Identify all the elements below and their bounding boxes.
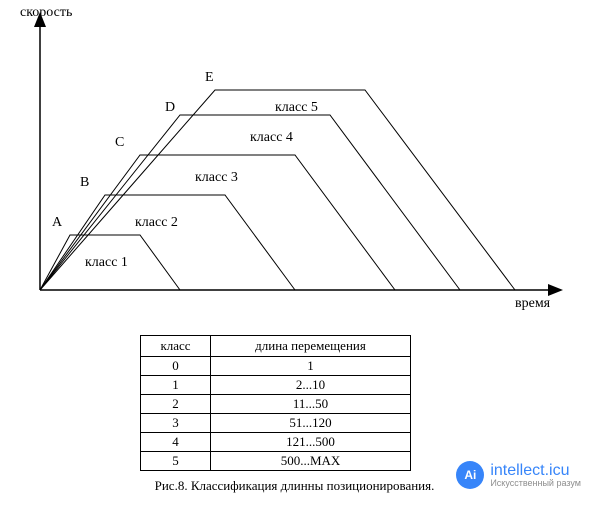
watermark-text: intellect.icu Искусственный разум bbox=[490, 463, 581, 488]
table-row: 01 bbox=[141, 357, 411, 376]
cell-length: 1 bbox=[211, 357, 411, 376]
table-row: 4121...500 bbox=[141, 433, 411, 452]
cell-length: 121...500 bbox=[211, 433, 411, 452]
watermark-main: intellect.icu bbox=[490, 463, 581, 479]
point-label-B: B bbox=[80, 175, 89, 191]
watermark: Ai intellect.icu Искусственный разум bbox=[456, 461, 581, 489]
cell-class: 3 bbox=[141, 414, 211, 433]
cell-length: 11...50 bbox=[211, 395, 411, 414]
point-label-D: D bbox=[165, 100, 175, 116]
velocity-chart: скорость время Aкласс 1 Bкласс 2 Cкласс 3 D… bbox=[0, 0, 589, 310]
col-header-class: класс bbox=[141, 336, 211, 357]
table-row: 12...10 bbox=[141, 376, 411, 395]
cell-class: 1 bbox=[141, 376, 211, 395]
class-label-C: класс 3 bbox=[195, 170, 238, 186]
class-label-B: класс 2 bbox=[135, 215, 178, 231]
cell-class: 0 bbox=[141, 357, 211, 376]
class-label-E: класс 5 bbox=[275, 100, 318, 116]
table-row: 211...50 bbox=[141, 395, 411, 414]
cell-class: 2 bbox=[141, 395, 211, 414]
classification-table: класс длина перемещения 0112...10211...5… bbox=[140, 335, 411, 471]
table-row: 5500...MAX bbox=[141, 452, 411, 471]
y-axis-label: скорость bbox=[20, 5, 72, 21]
class-label-D: класс 4 bbox=[250, 130, 293, 146]
class-label-A: класс 1 bbox=[85, 255, 128, 271]
cell-class: 4 bbox=[141, 433, 211, 452]
point-label-E: E bbox=[205, 70, 214, 86]
cell-length: 500...MAX bbox=[211, 452, 411, 471]
table-header-row: класс длина перемещения bbox=[141, 336, 411, 357]
watermark-icon: Ai bbox=[456, 461, 484, 489]
watermark-sub: Искусственный разум bbox=[490, 479, 581, 488]
point-label-A: A bbox=[52, 215, 62, 231]
cell-class: 5 bbox=[141, 452, 211, 471]
cell-length: 51...120 bbox=[211, 414, 411, 433]
cell-length: 2...10 bbox=[211, 376, 411, 395]
x-axis-label: время bbox=[515, 296, 550, 312]
point-label-C: C bbox=[115, 135, 124, 151]
col-header-length: длина перемещения bbox=[211, 336, 411, 357]
table-row: 351...120 bbox=[141, 414, 411, 433]
